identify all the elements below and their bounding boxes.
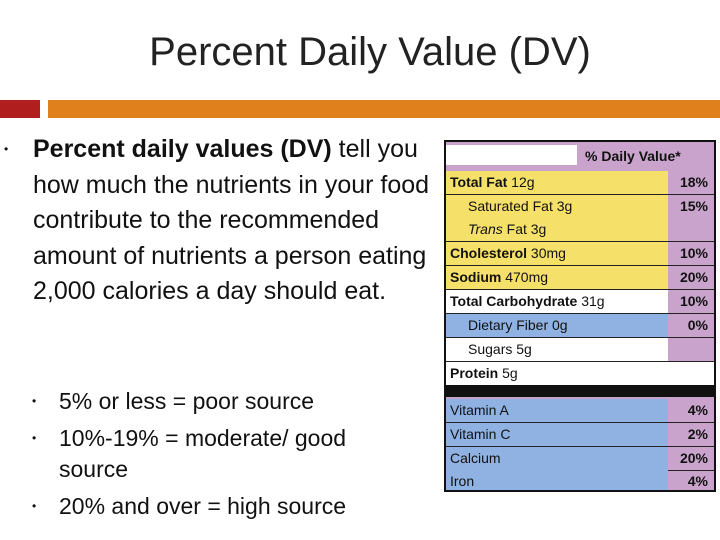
row-name: Calcium	[446, 447, 668, 470]
row-name: Dietary Fiber 0g	[446, 314, 668, 337]
sub-bullet-moderate: • 10%-19% = moderate/ good source	[0, 423, 419, 485]
row-name: Sugars 5g	[446, 338, 668, 361]
row-pct	[669, 218, 714, 241]
nutrition-label: % Daily Value* Total Fat 12g 18% Saturat…	[444, 140, 716, 492]
sub-bullet-text: 5% or less = poor source	[59, 388, 315, 414]
row-name-rest: 5g	[498, 365, 518, 381]
main-bullet: • Percent daily values (DV) tell you how…	[0, 132, 438, 310]
row-pct	[669, 338, 714, 361]
main-bullet-bold-text: Percent daily values (DV)	[33, 135, 332, 163]
bullet-dot-icon: •	[32, 394, 37, 408]
row-pct: 10%	[679, 293, 708, 309]
row-name-italic: Trans	[468, 221, 503, 237]
row-name: Saturated Fat 3g	[446, 195, 668, 218]
sub-bullet-text: 10%-19% = moderate/ good source	[59, 425, 347, 482]
bullet-dot-icon: •	[4, 142, 9, 156]
row-name-rest: 31g	[577, 293, 605, 309]
label-row-cholesterol: Cholesterol 30mg 10%	[446, 242, 714, 266]
row-name-rest: 470mg	[501, 269, 549, 285]
row-name-bold: Total Carbohydrate	[450, 293, 578, 309]
label-row-total-fat: Total Fat 12g 18%	[446, 171, 714, 195]
slide-content: • Percent daily values (DV) tell you how…	[0, 132, 440, 519]
row-name-bold: Protein	[450, 365, 499, 381]
row-name-rest: 12g	[507, 174, 535, 190]
label-row-sodium: Sodium 470mg 20%	[446, 266, 714, 290]
row-pct: 20%	[679, 450, 708, 466]
sub-bullet-high: • 20% and over = high source	[0, 491, 419, 522]
row-name-bold: Sodium	[450, 269, 502, 285]
row-pct: 2%	[687, 426, 708, 442]
label-row-vitamin-a: Vitamin A 4%	[446, 399, 714, 423]
bullet-dot-icon: •	[32, 431, 37, 445]
slide-title: Percent Daily Value (DV)	[149, 30, 591, 74]
row-pct: 4%	[687, 402, 708, 418]
label-row-trans-fat: Trans Fat 3g	[446, 218, 714, 242]
label-row-total-carbohydrate: Total Carbohydrate 31g 10%	[446, 290, 714, 314]
row-name: Protein 5g	[446, 362, 714, 385]
label-header-spacer	[446, 145, 577, 165]
row-pct: 15%	[679, 198, 708, 214]
label-header: % Daily Value*	[577, 145, 714, 165]
label-row-protein: Protein 5g	[446, 362, 714, 385]
row-pct: 18%	[679, 174, 708, 190]
row-name: Cholesterol 30mg	[446, 242, 668, 265]
label-thick-divider	[446, 385, 714, 397]
label-row-iron: Iron 4%	[446, 470, 714, 490]
label-row-vitamin-c: Vitamin C 2%	[446, 423, 714, 447]
row-name-bold: Total Fat	[450, 174, 508, 190]
row-pct: 4%	[687, 473, 708, 489]
bullet-dot-icon: •	[32, 499, 37, 513]
row-pct: 20%	[679, 269, 708, 285]
accent-bar-left	[0, 100, 40, 118]
row-name-bold: Cholesterol	[450, 245, 528, 261]
row-name: Vitamin C	[446, 423, 668, 446]
row-name: Sodium 470mg	[446, 266, 668, 289]
sub-bullet-text: 20% and over = high source	[59, 493, 347, 519]
row-name: Total Fat 12g	[446, 171, 668, 194]
label-row-calcium: Calcium 20%	[446, 447, 714, 471]
main-bullet-text: tell you how much the nutrients in your …	[33, 135, 430, 305]
sub-bullet-poor: • 5% or less = poor source	[0, 386, 419, 417]
row-name: Iron	[446, 470, 668, 490]
row-name-rest: 30mg	[527, 245, 566, 261]
sub-bullet-list: • 5% or less = poor source • 10%-19% = m…	[0, 386, 419, 528]
label-row-sugars: Sugars 5g	[446, 338, 714, 362]
row-name: Vitamin A	[446, 399, 668, 422]
row-name-rest: Fat 3g	[502, 221, 547, 237]
accent-bar-right	[48, 100, 720, 118]
row-pct: 0%	[687, 317, 708, 333]
row-name: Trans Fat 3g	[446, 218, 668, 241]
label-row-dietary-fiber: Dietary Fiber 0g 0%	[446, 314, 714, 338]
row-name: Total Carbohydrate 31g	[446, 290, 668, 313]
label-row-saturated-fat: Saturated Fat 3g 15%	[446, 195, 714, 218]
row-pct: 10%	[679, 245, 708, 261]
